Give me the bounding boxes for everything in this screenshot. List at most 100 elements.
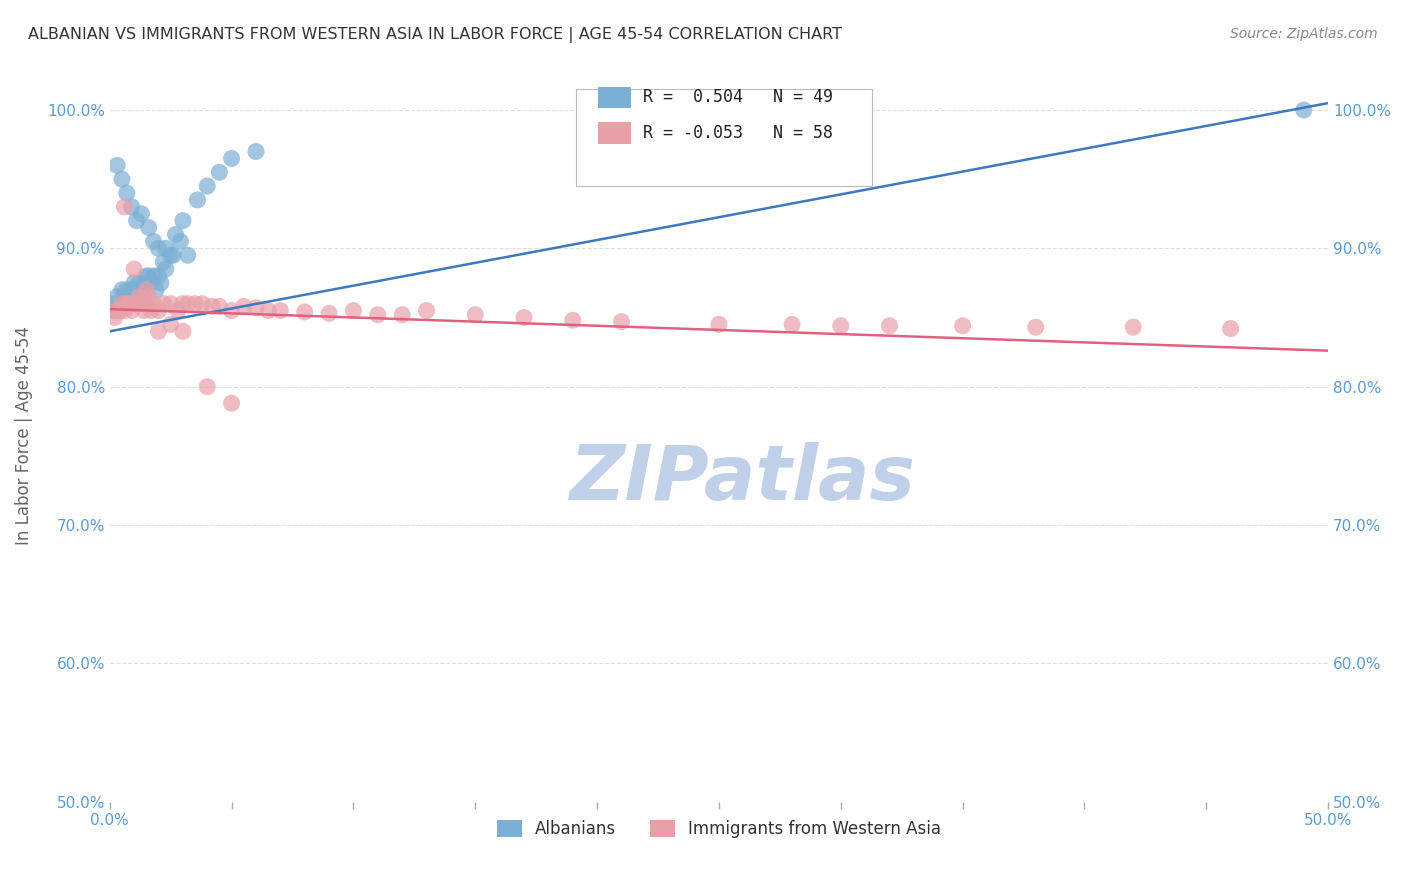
Point [131,283,153,297]
Point [142,268,165,283]
Point [132,290,155,304]
Point [879,318,901,333]
Point [122,262,145,277]
Point [1219,321,1241,335]
Point [111,283,134,297]
Point [128,276,150,290]
Point [135,268,157,283]
Point [342,303,364,318]
Point [145,283,167,297]
Legend: Albanians, Immigrants from Western Asia: Albanians, Immigrants from Western Asia [491,813,948,845]
Point [115,283,138,297]
Point [155,241,177,255]
Point [118,296,141,310]
Text: R =  0.504   N = 49: R = 0.504 N = 49 [643,88,832,106]
Point [186,193,208,207]
Point [141,303,163,318]
Point [195,379,218,393]
Point [201,300,224,314]
Point [115,296,138,310]
Text: ZIPatlas: ZIPatlas [571,442,917,516]
Point [952,318,974,333]
Point [148,268,170,283]
Point [195,179,218,194]
Point [131,296,153,310]
Point [149,276,172,290]
Point [122,290,145,304]
Point [152,296,174,310]
Point [208,165,231,179]
Point [245,301,267,315]
Point [221,152,243,166]
Point [269,303,291,318]
Point [148,241,170,255]
Point [513,310,536,325]
Point [172,324,194,338]
Point [141,276,163,290]
Point [135,283,157,297]
Point [142,235,165,249]
Text: R = -0.053   N = 58: R = -0.053 N = 58 [643,124,832,142]
Point [165,227,187,242]
Point [707,318,730,332]
Point [108,303,131,318]
Point [464,308,486,322]
Point [294,305,316,319]
Point [1025,320,1047,334]
Point [232,300,254,314]
Point [105,303,128,318]
Point [138,290,160,304]
Point [132,303,155,318]
Point [172,213,194,227]
Point [221,396,243,410]
Point [118,290,141,304]
Point [1122,320,1144,334]
Point [125,283,148,297]
Point [138,268,160,283]
Point [318,306,340,320]
Point [104,310,127,325]
Point [125,296,148,310]
Point [245,145,267,159]
Point [148,303,170,318]
Point [159,318,181,332]
Point [135,276,157,290]
Point [177,248,200,262]
Point [125,213,148,227]
Point [221,303,243,318]
Point [105,158,128,172]
Point [1292,103,1315,117]
Point [104,296,127,310]
Point [167,303,190,318]
Point [112,290,135,304]
Point [391,308,413,322]
Point [148,324,170,338]
Point [135,296,157,310]
Point [115,296,138,310]
Point [780,318,803,332]
Point [159,248,181,262]
Point [830,318,852,333]
Point [191,296,214,310]
Point [367,308,389,322]
Point [122,296,145,310]
Point [155,262,177,277]
Y-axis label: In Labor Force | Age 45-54: In Labor Force | Age 45-54 [15,326,32,544]
Point [112,303,135,318]
Point [172,296,194,310]
Point [208,300,231,314]
Text: ALBANIAN VS IMMIGRANTS FROM WESTERN ASIA IN LABOR FORCE | AGE 45-54 CORRELATION : ALBANIAN VS IMMIGRANTS FROM WESTERN ASIA… [28,27,842,43]
Text: Source: ZipAtlas.com: Source: ZipAtlas.com [1230,27,1378,41]
Point [111,172,134,186]
Point [111,296,134,310]
Point [177,296,200,310]
Point [142,296,165,310]
Point [162,248,184,262]
Point [257,303,280,318]
Point [111,296,134,310]
Point [159,296,181,310]
Point [101,303,124,318]
Point [121,283,143,297]
Point [128,290,150,304]
Point [184,296,207,310]
